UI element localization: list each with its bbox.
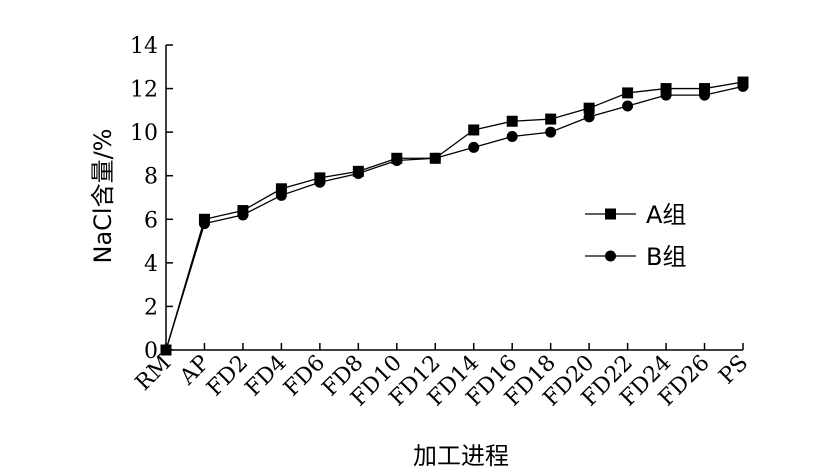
data-point-square [583, 102, 595, 114]
data-point-circle [352, 168, 364, 180]
x-tick-label: PS [714, 351, 753, 390]
y-tick-label: 10 [130, 121, 158, 146]
data-point-circle [160, 344, 172, 356]
data-point-circle [314, 176, 326, 188]
data-point-square [275, 183, 287, 195]
x-tick-label: FD2 [202, 351, 253, 402]
data-point-circle [429, 152, 441, 164]
data-point-circle [275, 189, 287, 201]
x-tick-label: FD6 [279, 351, 330, 402]
y-tick-label: 12 [130, 78, 158, 103]
y-tick-label: 4 [144, 252, 158, 277]
data-point-square [506, 115, 518, 127]
data-point-square [660, 83, 672, 95]
y-tick-label: 6 [144, 208, 158, 233]
data-point-circle [198, 218, 210, 230]
series-b [160, 80, 749, 356]
data-point-circle [622, 100, 634, 112]
data-point-circle [237, 209, 249, 221]
data-point-square [468, 124, 480, 136]
y-tick-label: 14 [130, 34, 158, 59]
series-line [165, 85, 744, 351]
data-point-circle [468, 141, 480, 153]
legend-label: A组 [646, 201, 686, 229]
data-point-circle [391, 154, 403, 166]
y-axis-title: NaCl含量/% [89, 129, 117, 264]
legend-label: B组 [646, 243, 686, 271]
legend-item-a: A组 [585, 201, 686, 229]
data-point-square [622, 87, 634, 99]
x-tick-label: RM [131, 351, 176, 396]
data-point-circle [737, 80, 749, 92]
series-line [165, 81, 744, 351]
legend: A组 B组 [585, 201, 686, 271]
data-point-square [699, 83, 711, 95]
series-layer [160, 76, 749, 356]
legend-item-b: B组 [585, 243, 686, 271]
data-point-square [545, 113, 557, 125]
legend-marker-square [605, 208, 616, 220]
data-point-circle [506, 131, 518, 142]
data-point-circle [699, 89, 711, 101]
data-point-circle [660, 89, 672, 101]
y-tick-label: 0 [144, 339, 158, 364]
legend-marker-circle [605, 250, 616, 262]
x-axis-title: 加工进程 [413, 442, 509, 470]
data-point-circle [545, 126, 557, 138]
data-point-circle [583, 111, 595, 123]
x-tick-label: FD4 [241, 351, 292, 402]
y-tick-label: 2 [144, 295, 158, 320]
y-tick-label: 8 [144, 165, 158, 190]
